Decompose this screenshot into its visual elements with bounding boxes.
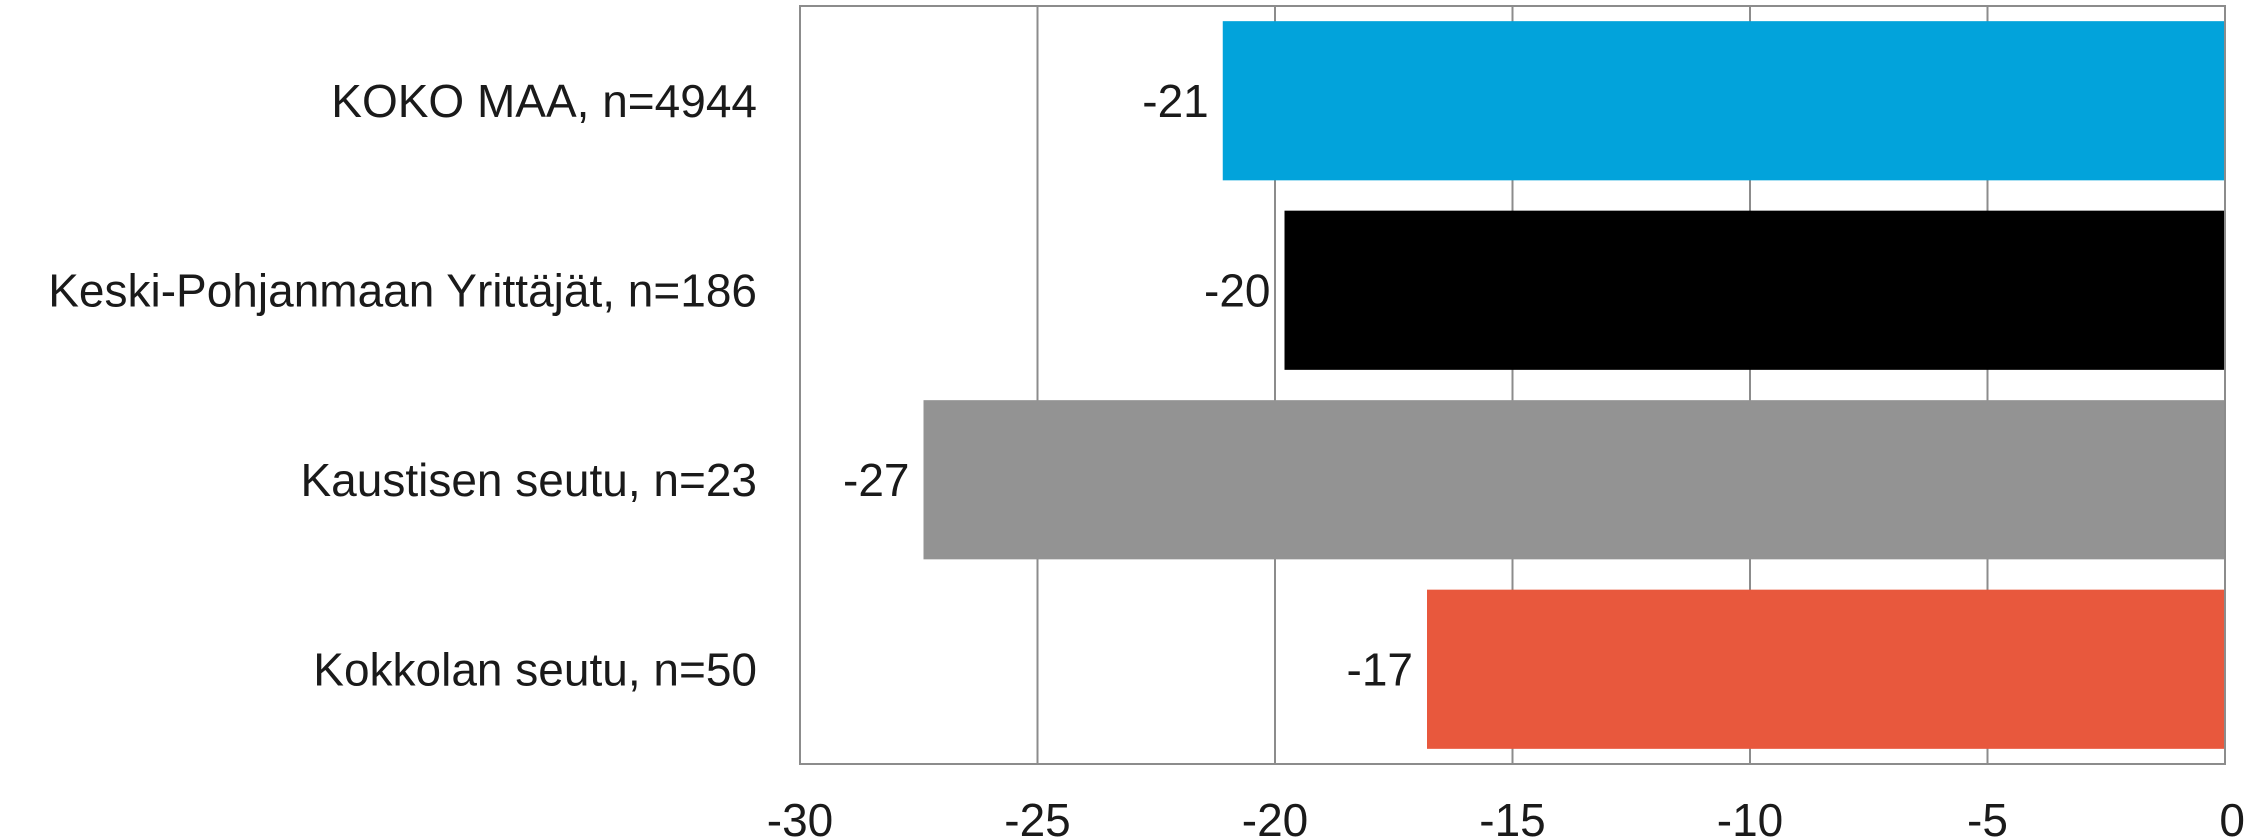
x-tick-label: -30 (767, 794, 833, 838)
bar-value-label: -21 (1142, 75, 1208, 127)
bar-value-label: -20 (1204, 264, 1270, 316)
bars (923, 21, 2225, 749)
bar (1284, 210, 2225, 370)
data-labels: -21 -20 -27 -17 (843, 75, 1413, 696)
bar (1427, 589, 2225, 749)
category-label: Kokkolan seutu, n=50 (313, 643, 757, 695)
x-tick-label: -15 (1479, 794, 1545, 838)
bar (1222, 21, 2225, 181)
category-labels: KOKO MAA, n=4944 Keski-Pohjanmaan Yrittäj… (48, 75, 757, 696)
bar-value-label: -17 (1347, 643, 1413, 695)
x-tick-label: 0 (2219, 794, 2245, 838)
category-label: Keski-Pohjanmaan Yrittäjät, n=186 (48, 264, 757, 316)
category-label: Kaustisen seutu, n=23 (301, 454, 758, 506)
x-axis-tick-labels: -30 -25 -20 -15 -10 -5 0 (767, 794, 2245, 838)
category-label: KOKO MAA, n=4944 (331, 75, 757, 127)
plot-area-frame (799, 5, 2226, 765)
x-tick-label: -10 (1717, 794, 1783, 838)
x-tick-label: -25 (1004, 794, 1070, 838)
x-tick-label: -20 (1242, 794, 1308, 838)
bar (923, 400, 2225, 560)
bar-value-label: -27 (843, 454, 909, 506)
x-tick-label: -5 (1967, 794, 2008, 838)
